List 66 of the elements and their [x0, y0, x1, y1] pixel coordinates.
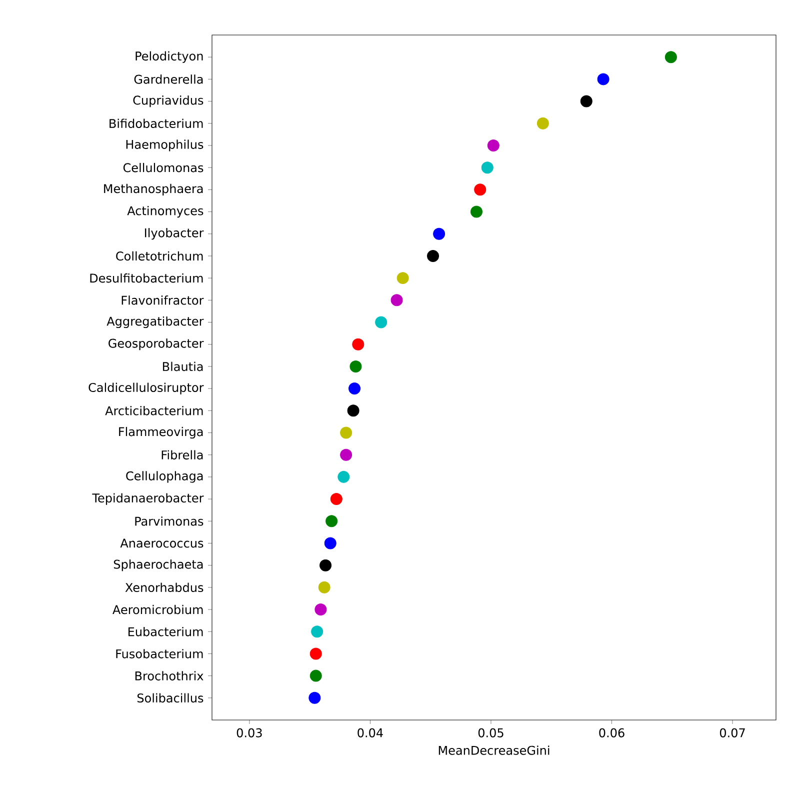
y-tick-label: Actinomyces — [127, 206, 204, 218]
point — [348, 382, 361, 395]
y-tick-label: Bifidobacterium — [110, 118, 203, 128]
point — [308, 692, 321, 704]
point — [310, 670, 322, 682]
point — [580, 95, 592, 108]
point — [311, 626, 324, 638]
y-tick-label: Tepidanaerobacter — [92, 493, 204, 505]
point — [487, 139, 500, 152]
point — [318, 581, 330, 594]
y-tick-label: Pelodictyon — [136, 51, 203, 63]
y-tick-label: Cellulomonas — [123, 162, 204, 172]
y-tick-label: Flammeovirga — [119, 426, 203, 439]
point — [314, 604, 327, 616]
point — [536, 117, 549, 130]
y-tick-label: Haemophilus — [126, 140, 204, 152]
point — [433, 228, 446, 240]
point — [352, 338, 364, 350]
point — [310, 648, 322, 660]
y-tick-label: Desulfitobacterium — [90, 273, 203, 283]
y-tick-label: Parvimonas — [135, 516, 204, 526]
y-tick-label: Fusobacterium — [116, 649, 203, 658]
x-tick-label: 0.04 — [358, 728, 383, 738]
y-tick-label: Blautia — [162, 362, 203, 372]
y-tick-label: Colletotrichum — [116, 251, 203, 261]
point — [350, 360, 362, 372]
point — [375, 316, 388, 328]
point — [326, 515, 338, 528]
y-tick-label: Ilyobacter — [144, 228, 204, 240]
point — [427, 250, 440, 262]
y-tick-label: Eubacterium — [128, 626, 203, 636]
point — [470, 206, 482, 218]
y-tick-label: Anaerococcus — [120, 538, 204, 548]
x-axis-title: MeanDecreaseGini — [438, 746, 550, 755]
y-tick-label: Fibrella — [162, 450, 203, 460]
y-tick-label: Solibacillus — [137, 693, 204, 703]
y-tick-label: Sphaerochaeta — [114, 560, 203, 572]
y-tick-label: Brochothrix — [135, 671, 204, 680]
y-tick-label: Xenorhabdus — [125, 582, 204, 592]
y-tick-label: Caldicellulosiruptor — [88, 382, 204, 394]
y-tick-label: Cellulophaga — [126, 471, 203, 483]
x-tick-label: 0.03 — [236, 728, 262, 738]
y-tick-label: Methanosphaera — [104, 184, 203, 196]
point — [330, 493, 342, 506]
x-tick-label: 0.07 — [720, 728, 745, 738]
y-tick-label: Geosporobacter — [108, 338, 204, 350]
x-tick-label: 0.05 — [478, 728, 504, 738]
point — [396, 272, 409, 284]
point — [390, 294, 403, 306]
point — [481, 162, 494, 174]
point — [324, 537, 336, 550]
point — [474, 184, 486, 196]
y-tick-label: Gardnerella — [134, 74, 203, 84]
y-tick-label: Aeromicrobium — [112, 604, 203, 614]
x-tick-label: 0.06 — [599, 728, 624, 738]
point — [347, 404, 360, 417]
point — [664, 51, 677, 64]
y-tick-label: Aggregatibacter — [106, 316, 204, 328]
point — [340, 448, 352, 461]
point — [338, 470, 350, 483]
point — [340, 426, 352, 439]
y-tick-label: Arcticibacterium — [105, 406, 203, 416]
point — [320, 559, 332, 572]
point — [597, 73, 610, 86]
y-tick-label: Cupriavidus — [133, 95, 204, 108]
y-tick-label: Flavonifractor — [122, 296, 204, 305]
